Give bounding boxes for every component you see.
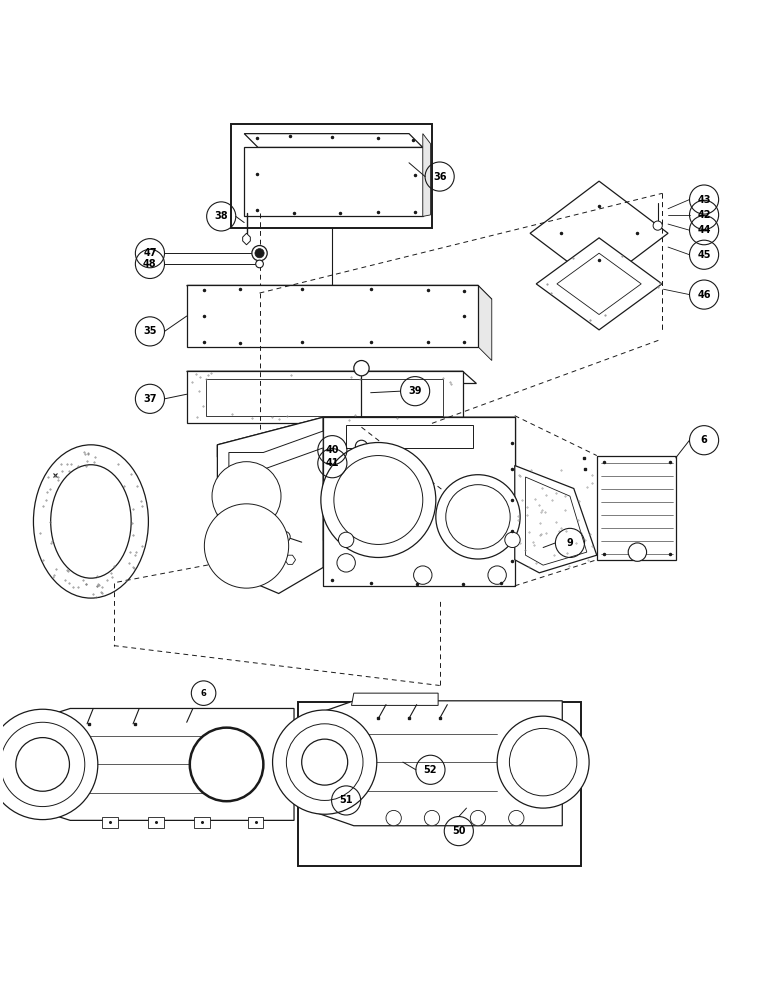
Text: 40: 40	[326, 445, 339, 455]
Text: 41: 41	[326, 458, 339, 468]
Circle shape	[0, 709, 98, 820]
Text: 38: 38	[215, 211, 228, 221]
Bar	[195, 817, 210, 828]
Circle shape	[15, 738, 69, 791]
Text: 36: 36	[433, 172, 446, 182]
Polygon shape	[537, 238, 662, 330]
Circle shape	[302, 739, 347, 785]
Polygon shape	[22, 708, 294, 820]
Text: 48: 48	[143, 259, 157, 269]
Text: 42: 42	[697, 210, 711, 220]
Circle shape	[337, 554, 355, 572]
Polygon shape	[323, 417, 515, 586]
Text: 50: 50	[452, 826, 466, 836]
Circle shape	[212, 462, 281, 531]
Polygon shape	[229, 431, 323, 469]
Polygon shape	[557, 253, 642, 315]
Circle shape	[653, 221, 662, 230]
Text: 51: 51	[340, 795, 353, 805]
Polygon shape	[285, 555, 296, 564]
Circle shape	[414, 566, 432, 584]
Text: 47: 47	[143, 248, 157, 258]
Circle shape	[628, 543, 647, 561]
Circle shape	[273, 710, 377, 814]
Polygon shape	[303, 701, 562, 826]
Polygon shape	[478, 285, 492, 361]
Circle shape	[255, 249, 264, 258]
Polygon shape	[515, 466, 597, 573]
Text: 6: 6	[201, 689, 207, 698]
Circle shape	[425, 810, 439, 826]
Text: 44: 44	[697, 225, 711, 235]
Polygon shape	[423, 134, 431, 216]
Text: 45: 45	[697, 250, 711, 260]
Polygon shape	[357, 422, 371, 440]
Polygon shape	[530, 181, 668, 285]
Text: 39: 39	[408, 386, 422, 396]
Circle shape	[334, 456, 423, 544]
Circle shape	[205, 504, 289, 588]
Text: 35: 35	[143, 326, 157, 336]
Polygon shape	[597, 456, 676, 560]
Polygon shape	[244, 134, 423, 147]
Bar	[231, 124, 432, 228]
Circle shape	[509, 810, 524, 826]
Bar	[248, 817, 263, 828]
Text: 37: 37	[143, 394, 157, 404]
Circle shape	[436, 475, 520, 559]
Bar	[346, 425, 472, 448]
Polygon shape	[218, 417, 323, 594]
Text: 9: 9	[567, 538, 574, 548]
Circle shape	[279, 531, 290, 542]
Polygon shape	[242, 233, 250, 245]
Circle shape	[386, 810, 401, 826]
Polygon shape	[351, 693, 438, 705]
Circle shape	[190, 728, 263, 801]
Circle shape	[510, 728, 577, 796]
Circle shape	[252, 246, 267, 261]
Polygon shape	[218, 417, 515, 457]
Polygon shape	[187, 371, 462, 423]
Circle shape	[338, 532, 354, 548]
Polygon shape	[187, 285, 492, 299]
Polygon shape	[206, 379, 443, 416]
Polygon shape	[323, 540, 515, 586]
Polygon shape	[526, 477, 587, 565]
Circle shape	[470, 810, 486, 826]
Polygon shape	[187, 371, 476, 384]
Polygon shape	[244, 147, 423, 216]
Circle shape	[445, 485, 510, 549]
Circle shape	[497, 716, 589, 808]
Circle shape	[256, 260, 263, 268]
Circle shape	[321, 443, 436, 557]
Circle shape	[1, 722, 85, 807]
Bar	[298, 702, 581, 866]
Bar	[103, 817, 118, 828]
Circle shape	[488, 566, 506, 584]
Text: 6: 6	[701, 435, 707, 445]
Polygon shape	[323, 417, 515, 540]
Polygon shape	[187, 285, 478, 347]
Text: 52: 52	[424, 765, 437, 775]
Text: 43: 43	[697, 195, 711, 205]
Circle shape	[354, 361, 369, 376]
Circle shape	[355, 440, 367, 452]
Circle shape	[505, 532, 520, 548]
Circle shape	[286, 724, 363, 800]
Bar	[148, 817, 164, 828]
Text: 46: 46	[697, 290, 711, 300]
